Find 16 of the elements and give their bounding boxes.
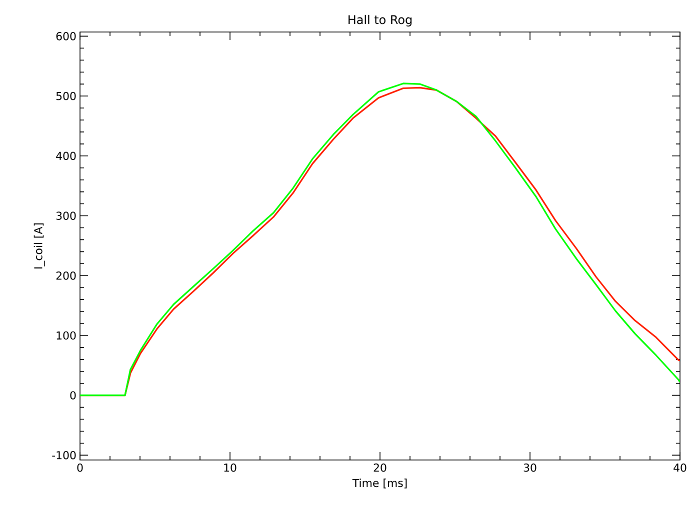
y-tick-label: 600	[56, 32, 76, 40]
y-tick-label: -100	[52, 451, 76, 460]
x-tick-label: 0	[77, 464, 83, 472]
y-tick-label: 0	[70, 391, 76, 400]
x-tick-label: 30	[524, 464, 536, 472]
chart-title: Hall to Rog	[348, 14, 412, 26]
x-tick-label: 10	[224, 464, 236, 472]
x-tick-label: 40	[674, 464, 686, 472]
x-axis-title: Time [ms]	[352, 478, 407, 488]
y-tick-label: 200	[56, 271, 76, 280]
y-axis-title: I_coil [A]	[34, 223, 45, 268]
y-tick-label: 500	[56, 92, 76, 100]
y-tick-label: 100	[56, 331, 76, 340]
x-tick-label: 20	[374, 464, 386, 472]
y-tick-label: 400	[56, 152, 76, 160]
y-tick-label: 300	[56, 212, 76, 220]
